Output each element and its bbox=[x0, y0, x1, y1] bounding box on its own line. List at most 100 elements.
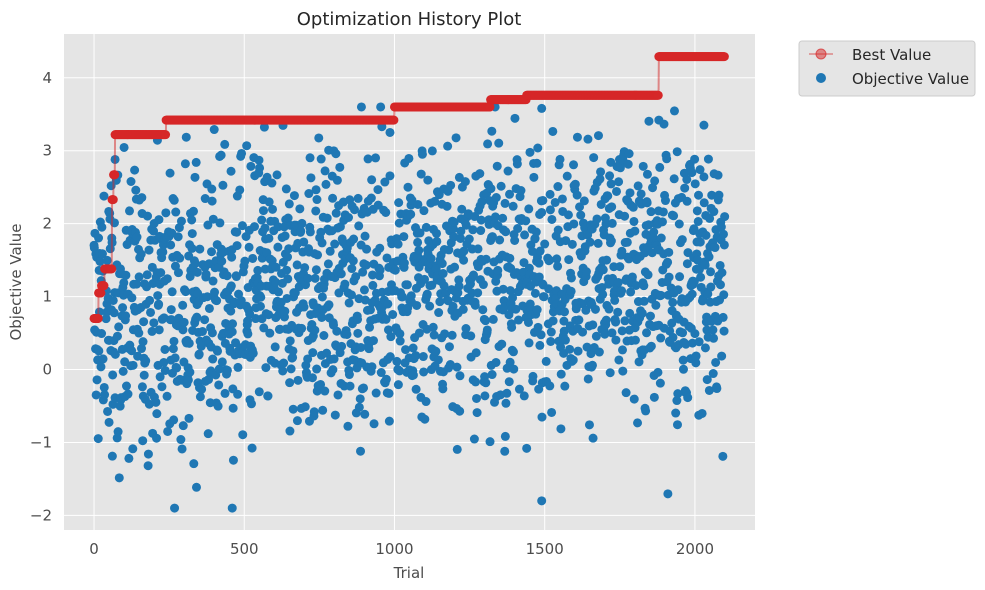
objective-value-point bbox=[605, 368, 615, 378]
objective-value-point bbox=[360, 231, 370, 241]
objective-value-point bbox=[660, 196, 670, 206]
objective-value-point bbox=[434, 308, 444, 318]
objective-value-point bbox=[331, 149, 341, 159]
objective-value-point bbox=[508, 347, 518, 357]
objective-value-point bbox=[203, 220, 213, 230]
objective-value-point bbox=[344, 298, 354, 308]
objective-value-point bbox=[458, 304, 468, 314]
objective-value-point bbox=[228, 319, 238, 329]
objective-value-point bbox=[369, 419, 379, 429]
objective-value-point bbox=[192, 267, 202, 277]
objective-value-point bbox=[355, 394, 365, 404]
objective-value-point bbox=[151, 397, 161, 407]
objective-value-point bbox=[408, 343, 418, 353]
objective-value-point bbox=[495, 235, 505, 245]
objective-value-point bbox=[421, 222, 431, 232]
objective-value-point bbox=[170, 503, 180, 513]
objective-value-point bbox=[569, 219, 579, 229]
objective-value-point bbox=[170, 353, 180, 363]
objective-value-point bbox=[708, 325, 718, 335]
objective-value-point bbox=[444, 245, 454, 255]
objective-value-point bbox=[188, 206, 198, 216]
y-tick-label: −2 bbox=[30, 506, 52, 524]
objective-value-point bbox=[299, 237, 309, 247]
objective-value-point bbox=[283, 274, 293, 284]
objective-value-point bbox=[184, 338, 194, 348]
objective-value-point bbox=[328, 365, 338, 375]
objective-value-point bbox=[137, 344, 147, 354]
objective-value-point bbox=[354, 402, 364, 412]
objective-value-point bbox=[381, 207, 391, 217]
objective-value-point bbox=[582, 342, 592, 352]
objective-value-point bbox=[529, 172, 539, 182]
objective-value-point bbox=[384, 416, 394, 426]
objective-value-point bbox=[637, 308, 647, 318]
objective-value-point bbox=[293, 375, 303, 385]
objective-value-point bbox=[364, 344, 374, 354]
objective-value-point bbox=[442, 201, 452, 211]
best-value-point bbox=[485, 102, 495, 112]
objective-value-point bbox=[444, 342, 454, 352]
objective-value-point bbox=[344, 213, 354, 223]
objective-value-point bbox=[228, 403, 238, 413]
objective-value-point bbox=[299, 302, 309, 312]
objective-value-point bbox=[288, 346, 298, 356]
objective-value-point bbox=[317, 238, 327, 248]
objective-value-point bbox=[505, 253, 515, 263]
objective-value-point bbox=[411, 384, 421, 394]
objective-value-point bbox=[663, 489, 673, 499]
objective-value-point bbox=[591, 331, 601, 341]
objective-value-point bbox=[371, 388, 381, 398]
objective-value-point bbox=[152, 409, 162, 419]
objective-value-point bbox=[598, 265, 608, 275]
objective-value-point bbox=[533, 143, 543, 153]
objective-value-point bbox=[438, 384, 448, 394]
objective-value-point bbox=[345, 381, 355, 391]
objective-value-point bbox=[139, 370, 149, 380]
objective-value-point bbox=[603, 191, 613, 201]
objective-value-point bbox=[650, 176, 660, 186]
objective-value-point bbox=[556, 369, 566, 379]
best-value-series bbox=[89, 52, 729, 323]
objective-value-point bbox=[156, 268, 166, 278]
objective-value-point bbox=[461, 323, 471, 333]
objective-value-point bbox=[317, 292, 327, 302]
objective-value-point bbox=[181, 132, 191, 142]
objective-value-point bbox=[367, 362, 377, 372]
objective-value-point bbox=[630, 335, 640, 345]
objective-value-point bbox=[380, 177, 390, 187]
objective-value-point bbox=[452, 444, 462, 454]
objective-value-point bbox=[256, 292, 266, 302]
objective-value-point bbox=[92, 375, 102, 385]
objective-value-point bbox=[695, 165, 705, 175]
objective-value-point bbox=[243, 316, 253, 326]
objective-value-point bbox=[97, 329, 107, 339]
objective-value-point bbox=[136, 249, 146, 259]
objective-value-point bbox=[630, 226, 640, 236]
objective-value-point bbox=[284, 244, 294, 254]
objective-value-point bbox=[384, 388, 394, 398]
objective-value-point bbox=[155, 372, 165, 382]
objective-value-point bbox=[514, 315, 524, 325]
objective-value-point bbox=[318, 405, 328, 415]
objective-value-point bbox=[109, 308, 119, 318]
objective-value-point bbox=[238, 430, 248, 440]
objective-value-point bbox=[280, 231, 290, 241]
objective-value-point bbox=[454, 281, 464, 291]
objective-value-point bbox=[368, 280, 378, 290]
objective-value-point bbox=[430, 196, 440, 206]
objective-value-point bbox=[673, 389, 683, 399]
objective-value-point bbox=[592, 214, 602, 224]
objective-value-point bbox=[240, 256, 250, 266]
objective-value-point bbox=[332, 175, 342, 185]
objective-value-point bbox=[308, 348, 318, 358]
objective-value-point bbox=[657, 217, 667, 227]
objective-value-point bbox=[201, 269, 211, 279]
objective-value-point bbox=[709, 333, 719, 343]
x-tick-labels: 0 500 1000 1500 2000 bbox=[89, 540, 714, 558]
objective-value-point bbox=[673, 285, 683, 295]
objective-value-point bbox=[478, 280, 488, 290]
objective-value-point bbox=[285, 426, 295, 436]
legend-best-value-label: Best Value bbox=[852, 46, 931, 64]
objective-value-point bbox=[187, 215, 197, 225]
